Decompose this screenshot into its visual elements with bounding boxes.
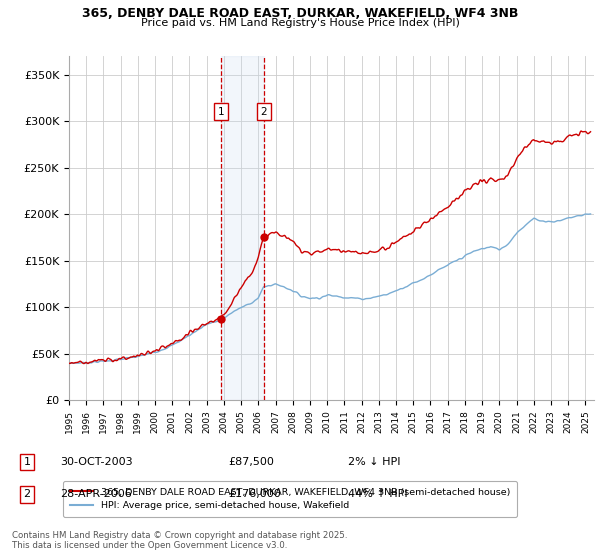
Text: 2% ↓ HPI: 2% ↓ HPI (348, 457, 401, 467)
Text: 1: 1 (23, 457, 31, 467)
Bar (221, 56, 264, 400)
Text: 44% ↑ HPI: 44% ↑ HPI (348, 489, 407, 500)
Text: 2: 2 (260, 107, 267, 117)
Text: 2: 2 (23, 489, 31, 500)
Text: 365, DENBY DALE ROAD EAST, DURKAR, WAKEFIELD, WF4 3NB: 365, DENBY DALE ROAD EAST, DURKAR, WAKEF… (82, 7, 518, 20)
Text: £87,500: £87,500 (228, 457, 274, 467)
Text: 1: 1 (218, 107, 224, 117)
Text: Contains HM Land Registry data © Crown copyright and database right 2025.
This d: Contains HM Land Registry data © Crown c… (12, 530, 347, 550)
Text: Price paid vs. HM Land Registry's House Price Index (HPI): Price paid vs. HM Land Registry's House … (140, 18, 460, 28)
Text: 30-OCT-2003: 30-OCT-2003 (60, 457, 133, 467)
Text: £176,000: £176,000 (228, 489, 281, 500)
Legend: 365, DENBY DALE ROAD EAST, DURKAR, WAKEFIELD, WF4 3NB (semi-detached house), HPI: 365, DENBY DALE ROAD EAST, DURKAR, WAKEF… (63, 481, 517, 517)
Text: 28-APR-2006: 28-APR-2006 (60, 489, 132, 500)
